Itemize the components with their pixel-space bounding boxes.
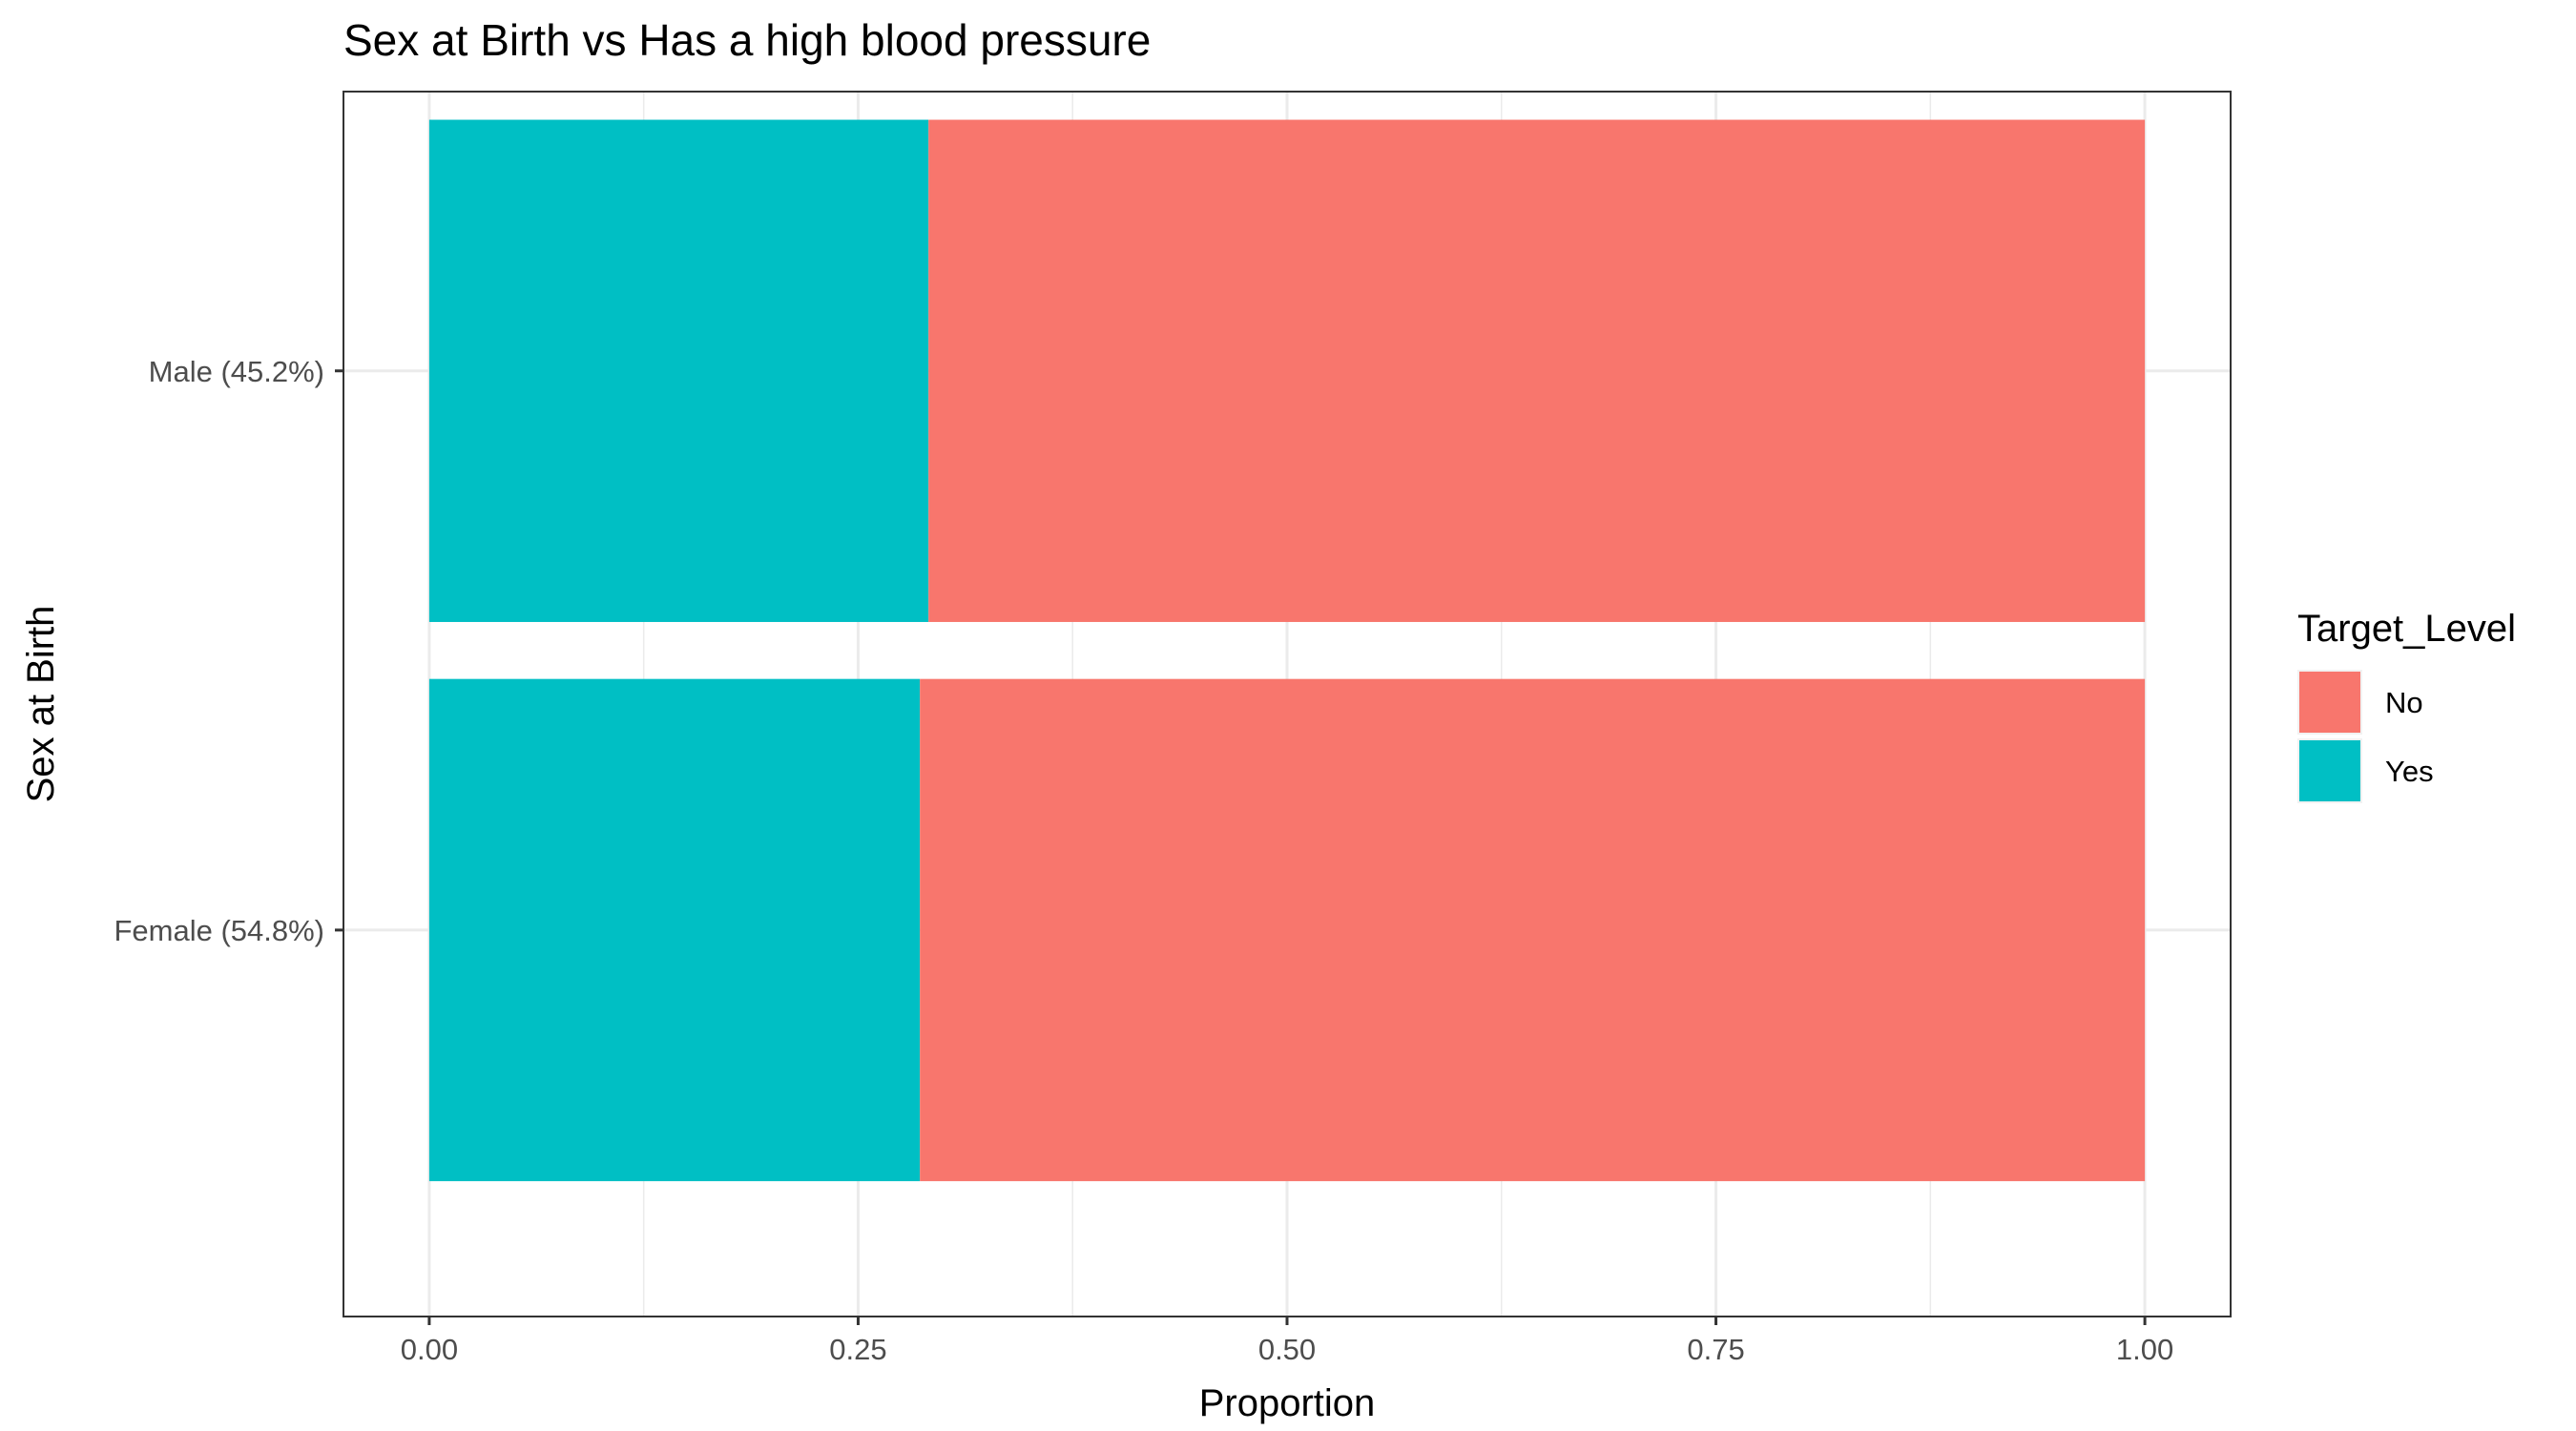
y-tick-label: Female (54.8%)	[114, 914, 324, 947]
y-axis-title: Sex at Birth	[20, 606, 62, 803]
x-tick-label: 0.75	[1687, 1333, 1744, 1366]
legend-key-yes	[2299, 740, 2360, 801]
x-tick-label: 0.00	[401, 1333, 458, 1366]
y-axis: Male (45.2%) Female (54.8%)	[114, 355, 343, 947]
bars	[428, 119, 2146, 1182]
bar-segment-yes	[428, 678, 921, 1182]
legend-key-no	[2299, 672, 2360, 733]
bar-segment-no	[920, 678, 2146, 1182]
x-tick-label: 1.00	[2116, 1333, 2173, 1366]
chart-title: Sex at Birth vs Has a high blood pressur…	[343, 15, 1151, 65]
legend-title: Target_Level	[2297, 608, 2516, 650]
x-axis-title: Proportion	[1199, 1382, 1376, 1424]
x-axis: 0.00 0.25 0.50 0.75 1.00	[401, 1317, 2173, 1366]
y-tick-label: Male (45.2%)	[149, 355, 324, 388]
legend-label-yes: Yes	[2385, 755, 2434, 788]
bar-segment-yes	[428, 119, 929, 622]
legend-label-no: No	[2385, 686, 2423, 719]
bar-segment-no	[928, 119, 2146, 622]
x-tick-label: 0.50	[1258, 1333, 1316, 1366]
legend: Target_Level No Yes	[2297, 608, 2516, 803]
x-tick-label: 0.25	[829, 1333, 886, 1366]
